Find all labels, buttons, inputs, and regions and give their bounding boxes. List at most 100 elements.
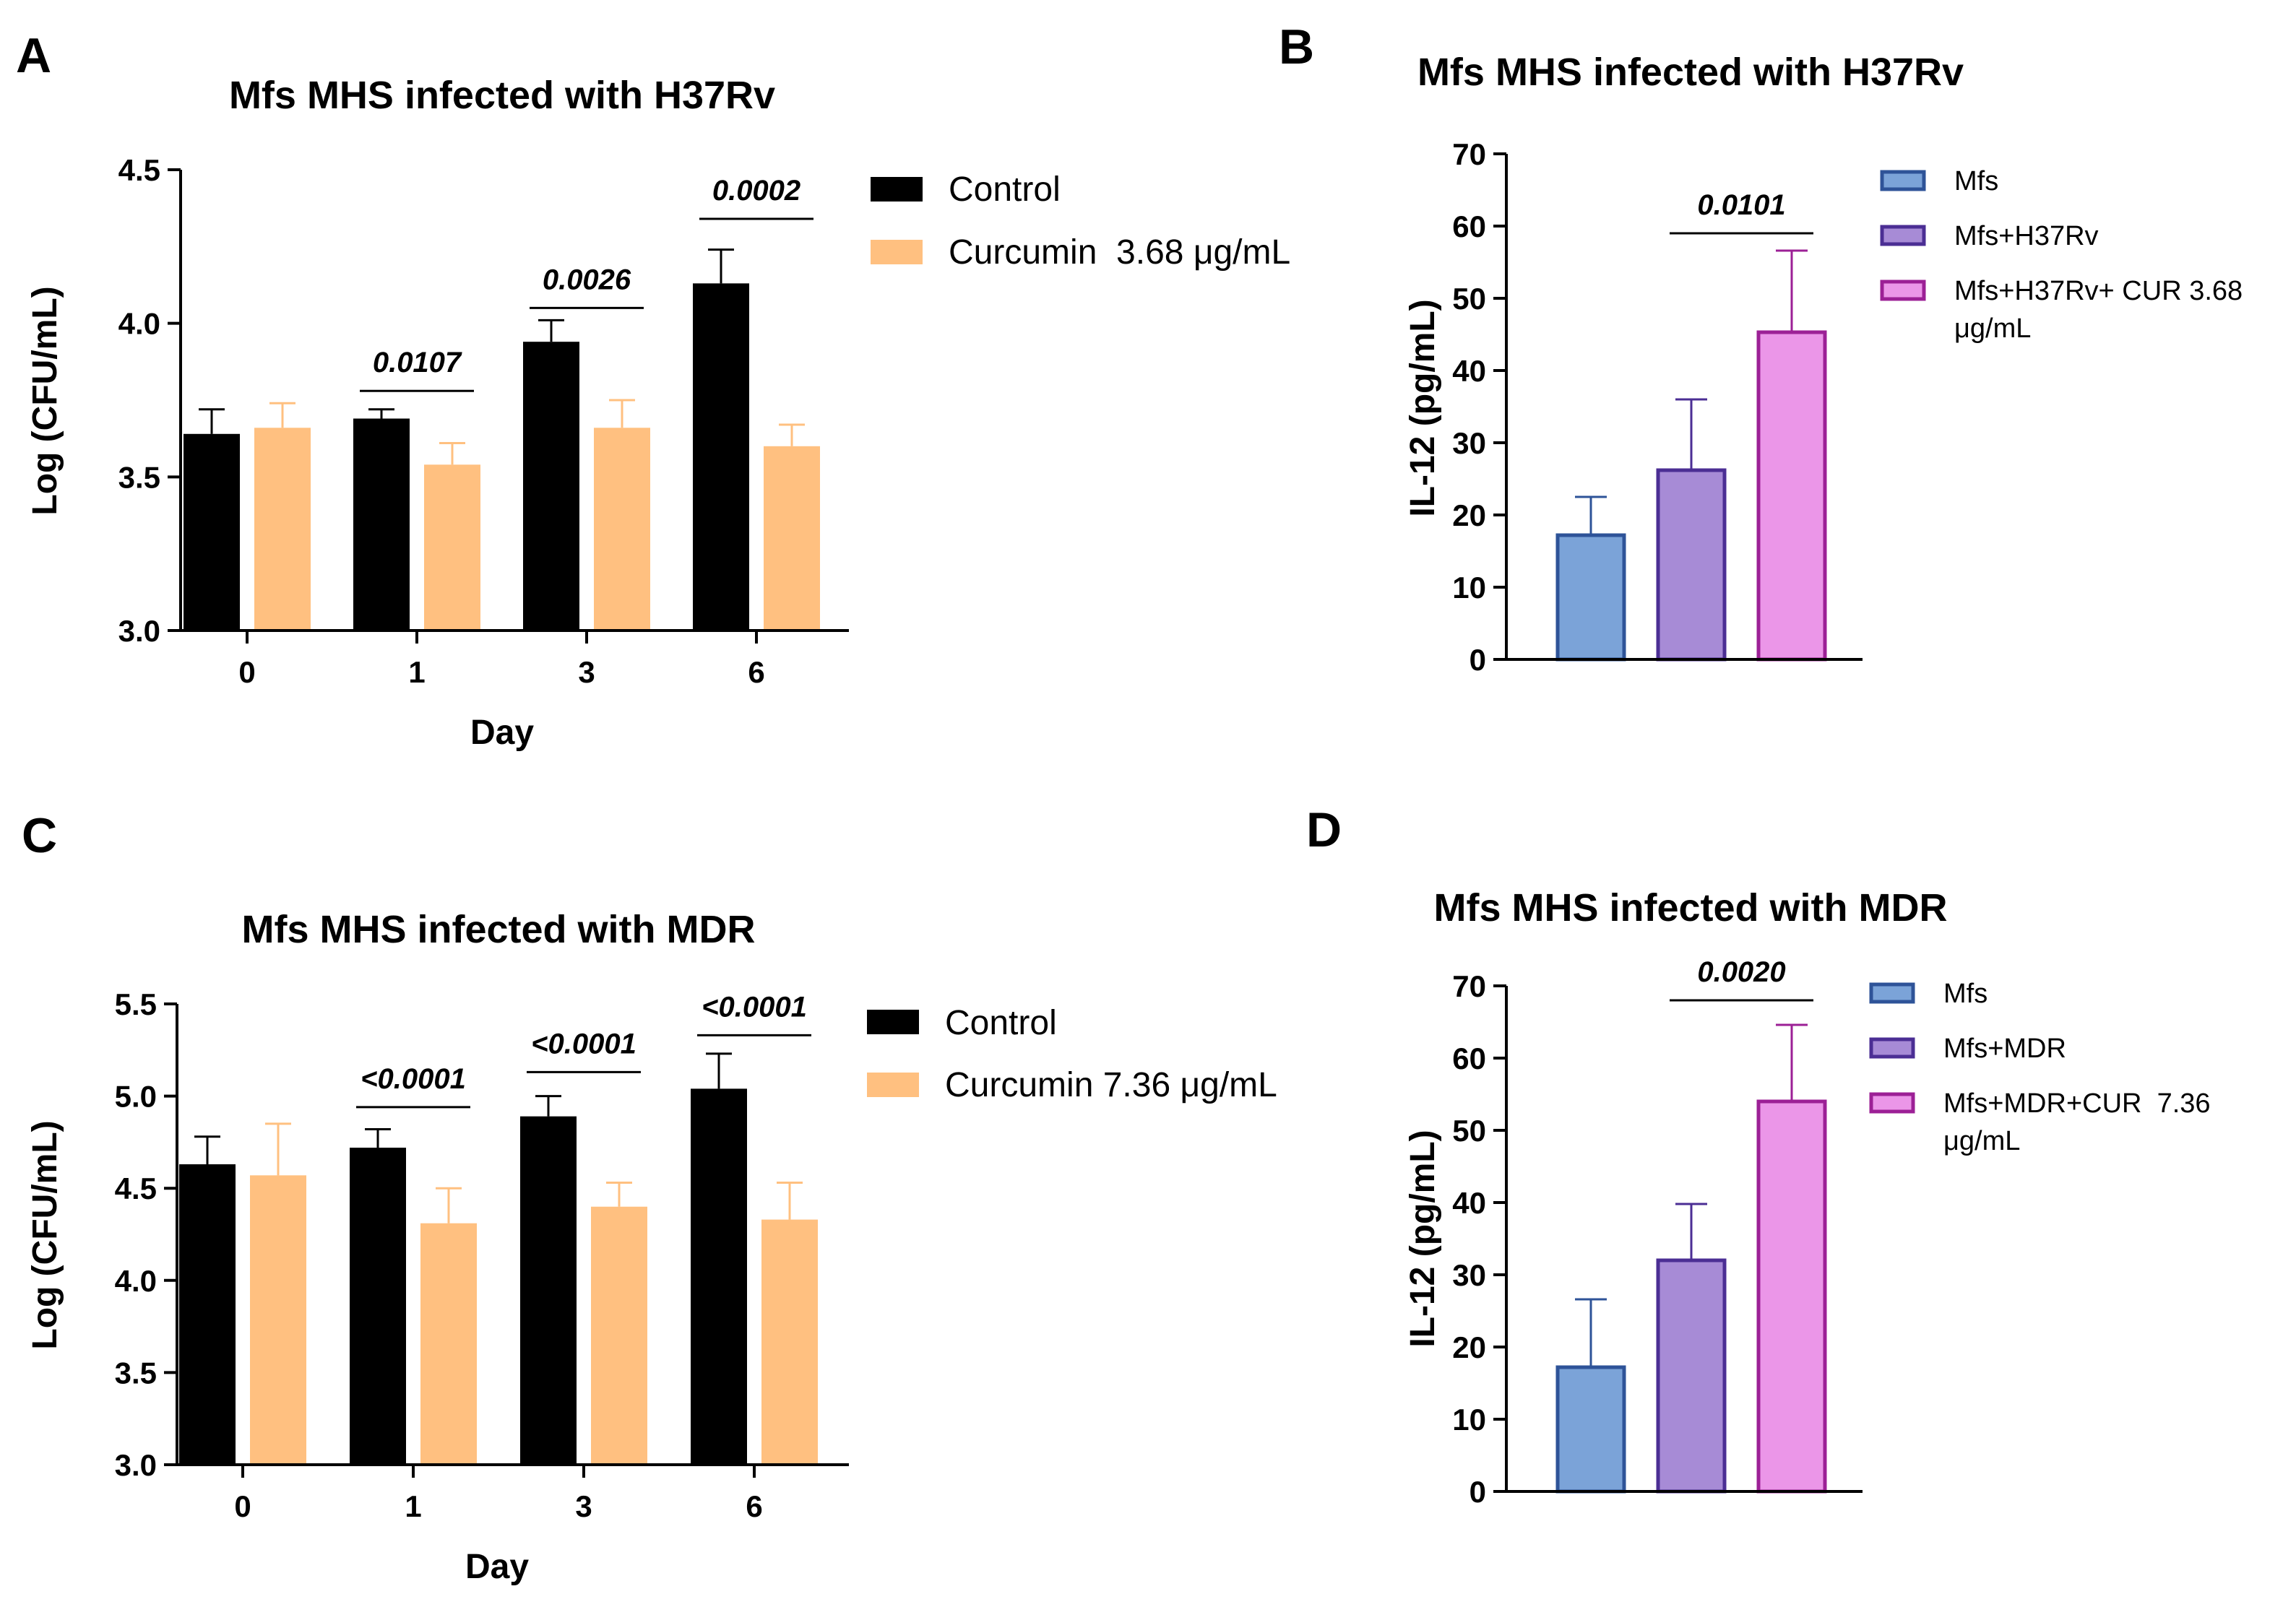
p-value-label: <0.0001 (702, 991, 807, 1023)
y-tick-label: 70 (1452, 137, 1486, 171)
y-tick-label: 3.5 (115, 1356, 157, 1390)
legend-swatch-1 (1869, 1037, 1915, 1059)
bar-curcumin-day-3 (594, 428, 650, 631)
panel-a-legend: Control Curcumin 3.68 μg/mL (871, 170, 1290, 272)
x-tick-label: 3 (578, 655, 595, 689)
legend-label-2: μg/mL (1943, 1126, 2020, 1156)
panel-b-ylabel: IL-12 (pg/mL) (1404, 299, 1442, 516)
bar-1 (1656, 468, 1727, 662)
p-value-label: 0.0002 (712, 175, 800, 207)
legend-swatch-curcumin-c (867, 1073, 919, 1097)
p-value-label: 0.0107 (373, 347, 462, 378)
y-tick-label: 4.5 (115, 1171, 157, 1205)
panel-a-xlabel: Day (470, 714, 534, 752)
legend-swatch-2 (1869, 1092, 1915, 1114)
y-tick-label: 5.0 (115, 1080, 157, 1114)
y-tick-label: 60 (1452, 209, 1486, 243)
y-tick-label: 3.0 (118, 614, 160, 648)
bar-control-day-3 (520, 1116, 577, 1465)
legend-swatch-control-c (867, 1010, 919, 1034)
bar-control-day-1 (350, 1148, 406, 1465)
legend-label-control-a: Control (949, 170, 1061, 209)
x-tick-label: 3 (575, 1489, 592, 1523)
bar-control-day-6 (693, 283, 749, 631)
y-tick-label: 10 (1452, 571, 1486, 605)
y-tick-label: 70 (1452, 969, 1486, 1003)
panel-letter-d: D (1306, 802, 1342, 857)
panel-d-legend: Mfs Mfs+MDR Mfs+MDR+CUR 7.36 μg/mL (1869, 979, 2211, 1156)
bar-curcumin-day-1 (424, 464, 480, 631)
bar-curcumin-day-0 (254, 428, 311, 631)
panel-c-plot: 3.0 3.5 4.0 4.5 5.0 5.5 0 1 3 6 <0.0001 <0.0001 <0.0… (115, 987, 849, 1523)
x-tick-label: 1 (408, 655, 425, 689)
legend-swatch-control-a (871, 177, 923, 202)
panel-b-plot: 0 10 20 30 40 50 60 70 0.0101 (1452, 137, 1863, 677)
panel-letter-c: C (22, 808, 57, 863)
legend-swatch-0 (1869, 982, 1915, 1004)
panel-c-legend: Control Curcumin 7.36 μg/mL (867, 1004, 1277, 1104)
y-tick-label: 50 (1452, 1114, 1486, 1148)
legend-swatch-0 (1880, 170, 1926, 191)
legend-label-1: Mfs+MDR (1943, 1034, 2066, 1064)
p-value-label: <0.0001 (531, 1028, 636, 1060)
bar-curcumin-day-6 (764, 446, 820, 631)
x-tick-label: 6 (746, 1489, 762, 1523)
y-tick-label: 40 (1452, 1186, 1486, 1220)
y-tick-label: 60 (1452, 1041, 1486, 1075)
bar-1 (1656, 1258, 1727, 1494)
legend-swatch-1 (1880, 225, 1926, 246)
panel-d-title: Mfs MHS infected with MDR (1434, 886, 1948, 930)
bar-2 (1756, 330, 1827, 662)
panel-a-ylabel: Log (CFU/mL) (26, 286, 64, 515)
panel-letter-b: B (1279, 20, 1314, 74)
y-tick-label: 50 (1452, 282, 1486, 316)
bar-control-day-0 (179, 1164, 236, 1465)
panel-b-title: Mfs MHS infected with H37Rv (1417, 51, 1964, 94)
bar-curcumin-day-0 (250, 1175, 306, 1465)
bar-0 (1555, 533, 1626, 662)
legend-label-control-c: Control (945, 1004, 1057, 1042)
bar-curcumin-day-3 (591, 1206, 647, 1465)
y-tick-label: 3.5 (118, 460, 160, 494)
y-tick-label: 4.0 (118, 307, 160, 341)
panel-c-xlabel: Day (465, 1548, 529, 1586)
legend-swatch-2 (1880, 280, 1926, 301)
bar-0 (1555, 1365, 1626, 1494)
y-tick-label: 10 (1452, 1403, 1486, 1437)
p-value-label: 0.0101 (1697, 189, 1785, 221)
legend-label-2: Mfs+H37Rv+ CUR 3.68 (1954, 276, 2243, 306)
panel-a-title: Mfs MHS infected with H37Rv (229, 74, 775, 117)
p-value-label: 0.0026 (543, 264, 631, 295)
legend-label-curcumin-a: Curcumin 3.68 μg/mL (949, 233, 1290, 272)
p-value-label: <0.0001 (361, 1063, 466, 1095)
legend-label-2: Mfs+MDR+CUR 7.36 (1943, 1088, 2211, 1119)
y-tick-label: 40 (1452, 354, 1486, 388)
legend-label-0: Mfs (1943, 979, 1988, 1009)
y-tick-label: 30 (1452, 1258, 1486, 1292)
y-tick-label: 4.5 (118, 153, 160, 187)
panel-d-ylabel: IL-12 (pg/mL) (1404, 1130, 1442, 1347)
legend-label-curcumin-c: Curcumin 7.36 μg/mL (945, 1066, 1277, 1104)
y-tick-label: 30 (1452, 426, 1486, 460)
panel-a-plot: 3.0 3.5 4.0 4.5 0 1 3 6 0.0107 0.0026 0.0002 (118, 153, 849, 689)
panel-letter-a: A (16, 28, 51, 83)
y-tick-label: 5.5 (115, 987, 157, 1021)
panel-c-title: Mfs MHS infected with MDR (242, 908, 756, 951)
y-tick-label: 3.0 (115, 1448, 157, 1482)
bar-control-day-3 (523, 342, 579, 631)
y-tick-label: 4.0 (115, 1264, 157, 1298)
x-tick-label: 0 (234, 1489, 251, 1523)
x-tick-label: 1 (405, 1489, 421, 1523)
bar-curcumin-day-6 (761, 1219, 818, 1465)
bar-control-day-1 (353, 418, 410, 631)
bar-2 (1756, 1099, 1827, 1494)
panel-c-ylabel: Log (CFU/mL) (26, 1120, 64, 1349)
legend-label-1: Mfs+H37Rv (1954, 221, 2099, 251)
y-tick-label: 0 (1469, 1475, 1486, 1509)
y-tick-label: 20 (1452, 1330, 1486, 1364)
bar-control-day-0 (184, 433, 240, 631)
bar-control-day-6 (691, 1088, 747, 1465)
p-value-label: 0.0020 (1697, 956, 1785, 988)
legend-swatch-curcumin-a (871, 240, 923, 264)
